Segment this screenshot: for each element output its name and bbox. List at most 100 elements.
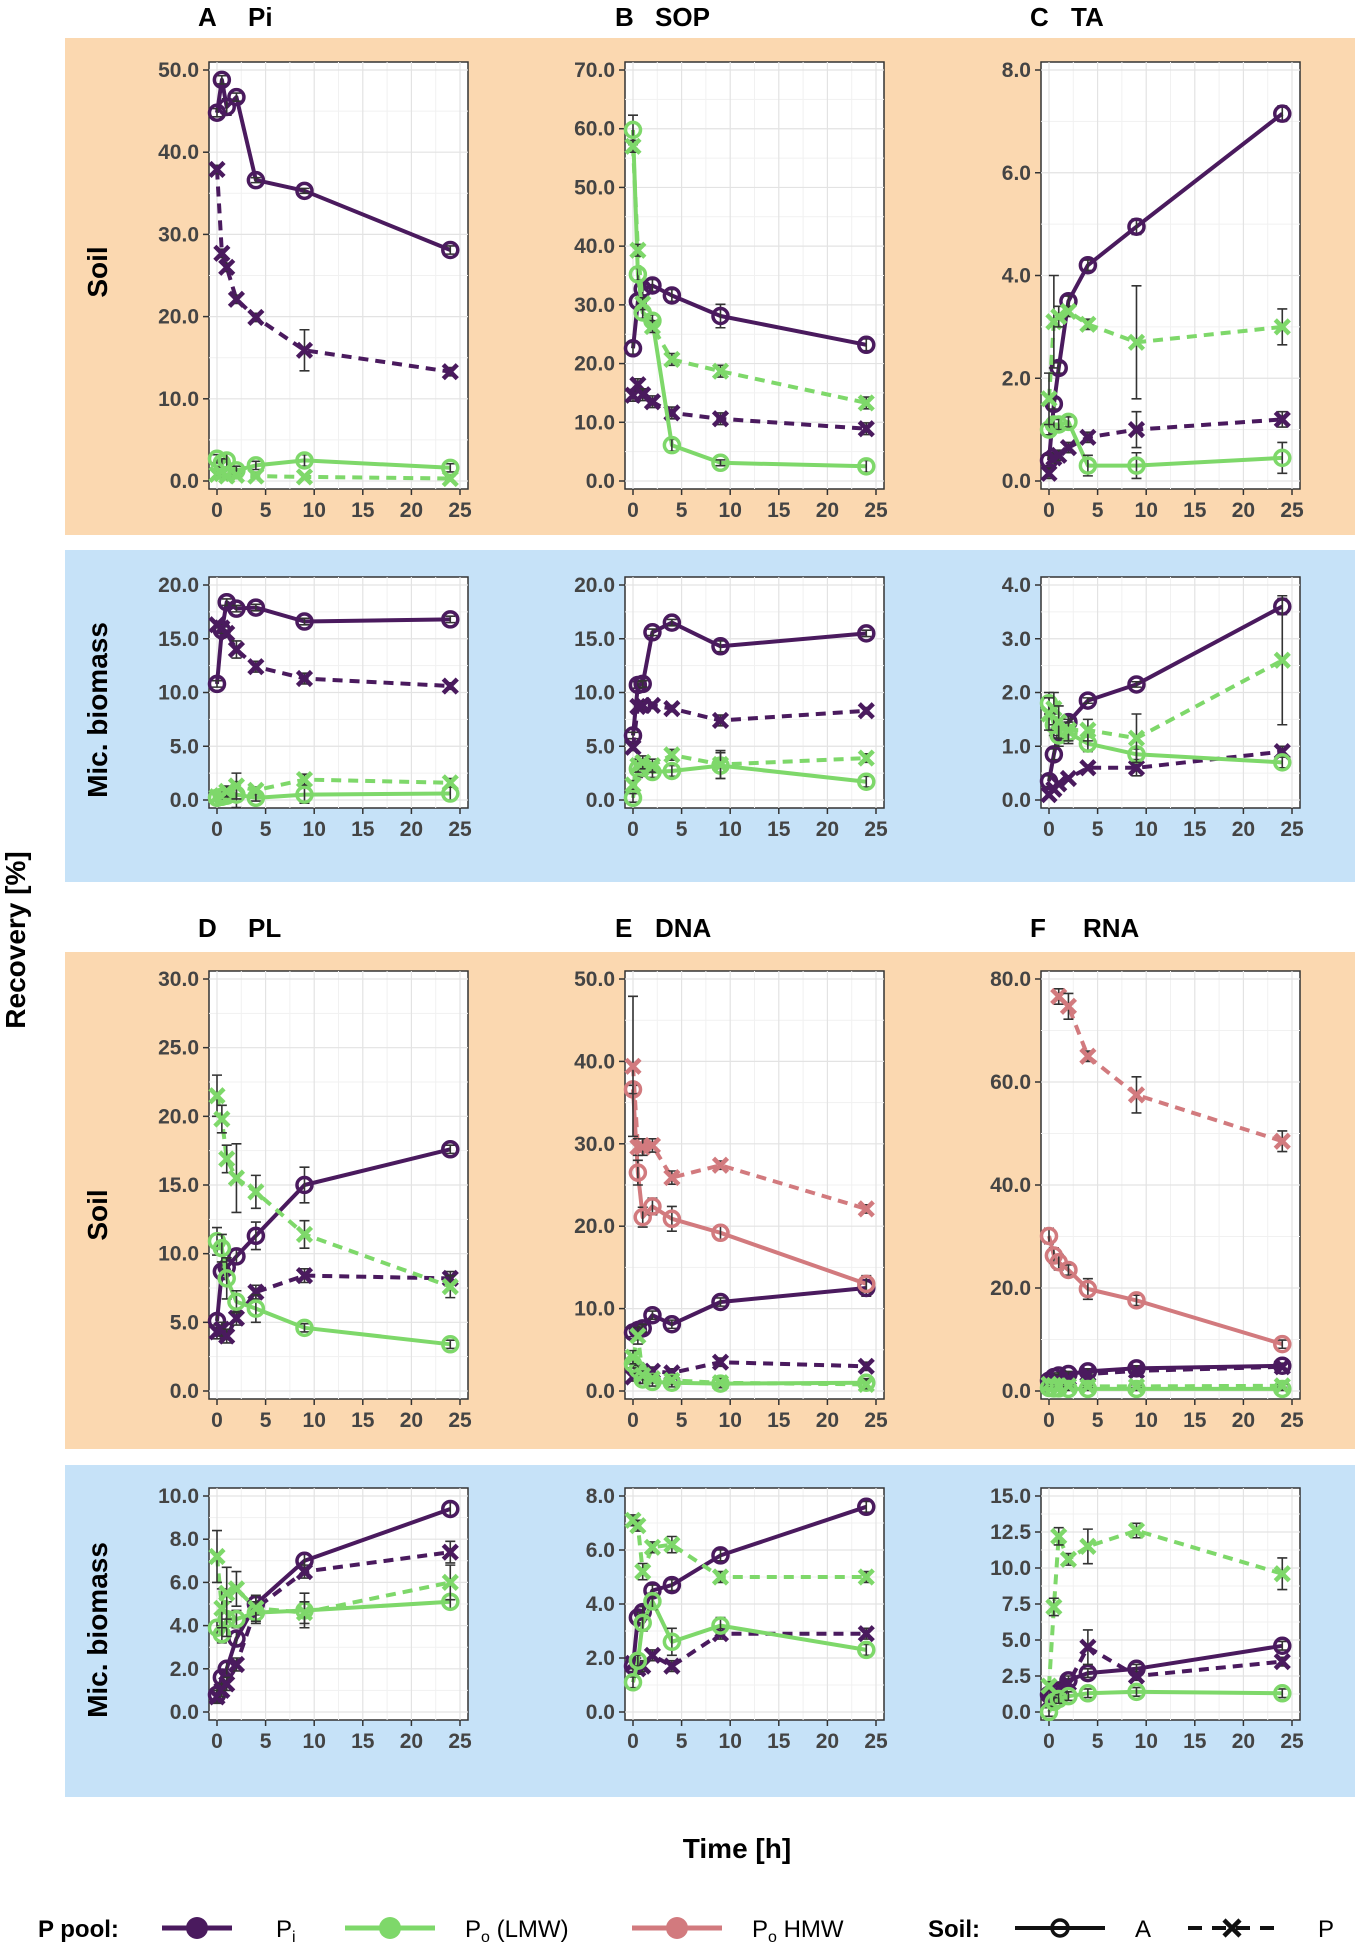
data-point (1273, 1653, 1291, 1671)
y-tick-label: 5.0 (170, 735, 199, 758)
data-point (1049, 1689, 1068, 1709)
x-tick-label: 25 (1280, 1409, 1304, 1432)
x-tick-label: 10 (719, 499, 742, 522)
data-point (643, 1646, 662, 1664)
data-point (711, 1292, 730, 1312)
data-point (1079, 1047, 1097, 1065)
data-point (1059, 1377, 1078, 1395)
x-tick-label: 0 (627, 818, 639, 841)
error-bar (445, 462, 456, 473)
data-point (1078, 1279, 1098, 1299)
x-tick-label: 10 (303, 1409, 326, 1432)
data-point (1078, 456, 1098, 475)
data-point (295, 612, 314, 631)
y-tick-label: 4.0 (586, 1593, 615, 1616)
error-bar (1082, 1688, 1093, 1699)
y-tick-label: 0.0 (1002, 1380, 1031, 1403)
data-point (628, 1651, 648, 1670)
data-point (857, 394, 875, 412)
series-pi-p (624, 376, 875, 438)
data-point (1078, 1684, 1098, 1703)
x-tick-label: 15 (351, 1409, 375, 1432)
data-point (711, 410, 730, 428)
panel-b-biomass: 0 5 10 15 20 25 0.0 5.0 10.0 15.0 20.0 (574, 574, 888, 841)
y-tick-label: 6.0 (1002, 162, 1031, 185)
data-point (218, 782, 236, 800)
data-point (1273, 1565, 1291, 1583)
data-point (207, 674, 227, 694)
data-point (247, 1283, 265, 1301)
y-tick-label: 40.0 (574, 1050, 615, 1073)
data-point (218, 258, 236, 276)
data-point (1273, 448, 1292, 468)
legend-lmw: Po (LMW) (345, 1916, 569, 1946)
error-bar (445, 245, 456, 255)
data-point (1273, 651, 1291, 669)
series-lmw-p (624, 1511, 875, 1586)
legend-lmw-rest: (LMW) (490, 1916, 569, 1943)
x-tick-label: 25 (448, 818, 472, 841)
data-point (227, 1580, 246, 1598)
data-point (441, 363, 459, 381)
data-point (441, 1335, 460, 1354)
legend-hmw-sub: o (768, 1929, 777, 1946)
y-tick-label: 5.0 (170, 1311, 199, 1334)
data-point (711, 1353, 730, 1371)
data-point (711, 1374, 730, 1393)
x-tick-label: 15 (767, 1409, 791, 1432)
legend-lmw-sub: o (481, 1929, 490, 1946)
error-bar (715, 1297, 726, 1307)
data-point (711, 1156, 730, 1174)
data-point (634, 1563, 652, 1581)
data-point (218, 1150, 236, 1168)
panel-letter-F: F (1030, 913, 1046, 943)
data-point (857, 1274, 876, 1294)
x-tick-label: 15 (1183, 499, 1207, 522)
x-tick-label: 10 (1135, 818, 1158, 841)
panel-name-A: Pi (248, 2, 273, 32)
error-bar (1277, 441, 1288, 475)
data-point (711, 1568, 730, 1586)
y-tick-label: 15.0 (990, 1485, 1031, 1508)
error-bar (1082, 1668, 1093, 1679)
panel-d-biomass: 0 5 10 15 20 25 0.0 2.0 4.0 6.0 8.0 10.0 (158, 1485, 472, 1753)
data-point (629, 1517, 647, 1535)
data-point (1273, 104, 1292, 123)
data-point (295, 1604, 314, 1622)
data-point (1039, 1702, 1059, 1722)
data-point (711, 1223, 730, 1243)
data-point (1273, 1132, 1291, 1150)
x-tick-label: 20 (400, 818, 423, 841)
error-bar (299, 617, 310, 626)
error-bar (250, 176, 261, 184)
y-tick-label: 2.0 (1002, 367, 1031, 390)
error-bar (231, 604, 242, 613)
data-point (218, 1675, 236, 1693)
error-bar (647, 628, 658, 637)
data-point (1127, 1359, 1146, 1378)
error-bar (1277, 1640, 1288, 1651)
x-tick-label: 20 (400, 499, 423, 522)
x-tick-label: 20 (400, 1409, 423, 1432)
y-tick-label: 10.0 (574, 1298, 615, 1321)
y-tick-label: 10.0 (158, 388, 199, 411)
error-bar (1082, 697, 1093, 705)
data-point (1079, 428, 1097, 446)
x-tick-label: 0 (1043, 818, 1055, 841)
y-tick-label: 7.5 (1002, 1593, 1032, 1616)
error-bar (628, 792, 638, 803)
data-point (295, 669, 314, 688)
x-tick-label: 5 (676, 1730, 688, 1753)
x-tick-label: 20 (816, 1730, 839, 1753)
x-tick-label: 10 (719, 818, 742, 841)
legend-pi-main: P (276, 1916, 292, 1943)
series-lmw-a (207, 1226, 460, 1354)
panel-letter-B: B (615, 2, 634, 32)
data-point (633, 1319, 652, 1338)
x-tick-label: 25 (1280, 1730, 1304, 1753)
data-point (711, 1616, 730, 1635)
x-tick-label: 25 (864, 1730, 888, 1753)
x-tick-label: 5 (676, 499, 688, 522)
data-point (295, 341, 314, 359)
data-point (629, 1327, 647, 1345)
